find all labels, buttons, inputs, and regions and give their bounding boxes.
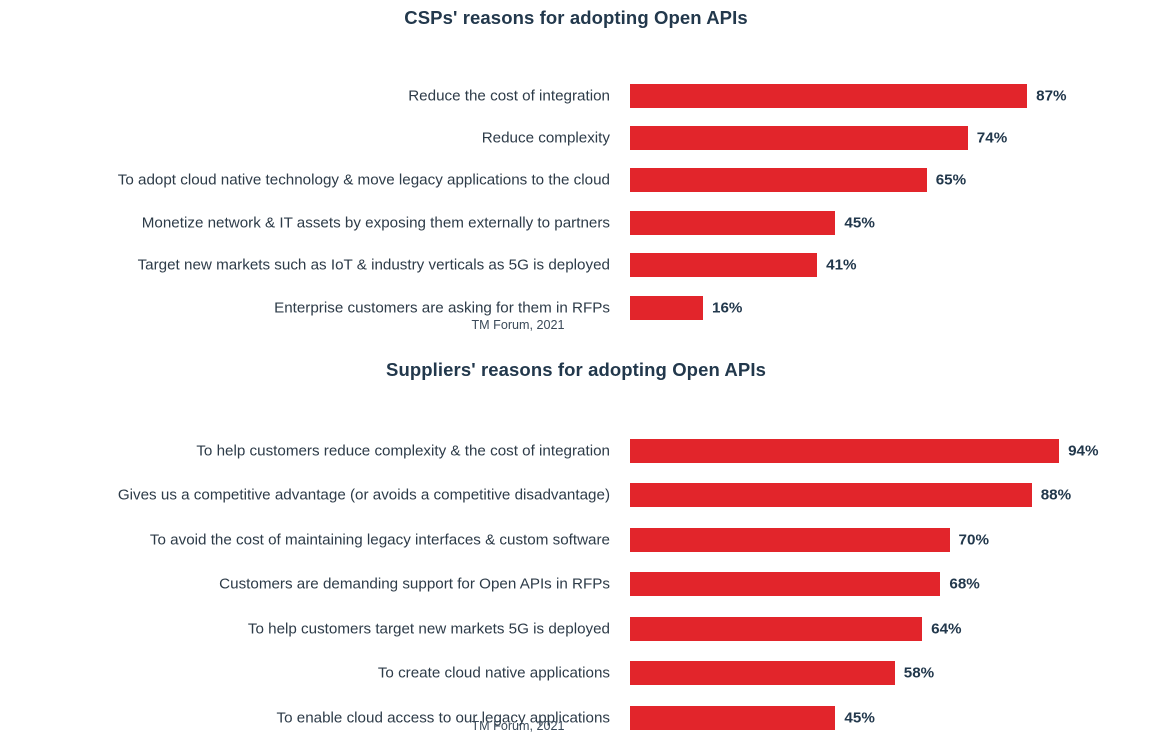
bar-value-label: 65% [935,171,967,189]
bar-value-label: 16% [712,298,743,316]
bar-row: To enable cloud access to our legacy app… [0,705,1152,730]
bar-track [630,210,836,235]
bar-row: Enterprise customers are asking for them… [0,295,1152,320]
bar-category-label: Target new markets such as IoT & industr… [137,256,610,274]
bar-track [630,295,704,320]
bar [630,125,968,150]
bar-row: Target new markets such as IoT & industr… [0,253,1152,278]
bar-category-label: Customers are demanding support for Open… [219,575,610,593]
bar-value-label: 58% [903,664,935,682]
bar-category-label: Reduce complexity [481,129,610,147]
bar-category-label: To adopt cloud native technology & move … [117,171,610,189]
bar-value-label: 74% [976,129,1008,147]
chart-csp-reasons: CSPs' reasons for adopting Open APIs Red… [0,0,1152,331]
bar [630,83,1028,108]
bar-category-label: Gives us a competitive advantage (or avo… [117,486,610,504]
bar [630,210,836,235]
bar-row: To avoid the cost of maintaining legacy … [0,527,1152,552]
bar-track [630,438,1060,463]
bar-track [630,616,923,641]
bar-value-label: 64% [931,619,962,637]
bar-category-label: To enable cloud access to our legacy app… [276,708,611,726]
bar-row: To help customers reduce complexity & th… [0,438,1152,463]
bar-row: To adopt cloud native technology & move … [0,168,1152,193]
bar-category-label: To avoid the cost of maintaining legacy … [149,530,610,548]
bar-value-label: 45% [844,708,875,726]
bar-value-label: 87% [1036,86,1067,104]
bar-category-label: To create cloud native applications [377,664,610,682]
chart-title: CSPs' reasons for adopting Open APIs [404,7,748,28]
bar-row: Reduce the cost of integration 87% [0,83,1152,108]
bar-category-label: Enterprise customers are asking for them… [274,298,610,316]
source-note: TM Forum, 2021 [471,719,565,733]
bar [630,168,927,193]
bar [630,705,836,730]
bar-row: Customers are demanding support for Open… [0,572,1152,596]
bar-category-label: Reduce the cost of integration [408,86,610,104]
plot-area: Reduce the cost of integration 87% Reduce … [0,28,1152,320]
bar-value-label: 70% [958,530,989,548]
bar-track [630,253,818,278]
bar-row: Monetize network & IT assets by exposing… [0,210,1152,235]
source-note: TM Forum, 2021 [471,318,565,332]
bar-category-label: Monetize network & IT assets by exposing… [141,214,610,232]
bar [630,661,895,685]
bar-value-label: 94% [1068,441,1099,459]
chart-supplier-reasons: Suppliers' reasons for adopting Open API… [0,352,1152,732]
bar-track [630,705,836,730]
bar-row: To help customers target new markets 5G … [0,616,1152,641]
bar-track [630,572,941,596]
bar-category-label: To help customers reduce complexity & th… [196,441,610,459]
bar-row: Reduce complexity 74% [0,125,1152,150]
bar-value-label: 68% [949,575,980,593]
bar-track [630,168,927,193]
bar-value-label: 41% [826,256,857,274]
bar-value-label: 88% [1040,486,1072,504]
plot-area: To help customers reduce complexity & th… [0,380,1152,730]
bar-row: To create cloud native applications 58% [0,661,1152,685]
bar-track [630,125,968,150]
bar-value-label: 45% [844,214,875,232]
bar-category-label: To help customers target new markets 5G … [247,619,610,637]
bar-track [630,661,895,685]
bar [630,253,818,278]
bar-track [630,483,1032,507]
bar [630,527,950,552]
bar-track [630,527,950,552]
bar-track [630,83,1028,108]
bar [630,483,1032,507]
chart-title: Suppliers' reasons for adopting Open API… [386,359,766,380]
bar [630,295,704,320]
bar-row: Gives us a competitive advantage (or avo… [0,483,1152,507]
bar [630,616,923,641]
bar [630,572,941,596]
bar [630,438,1060,463]
